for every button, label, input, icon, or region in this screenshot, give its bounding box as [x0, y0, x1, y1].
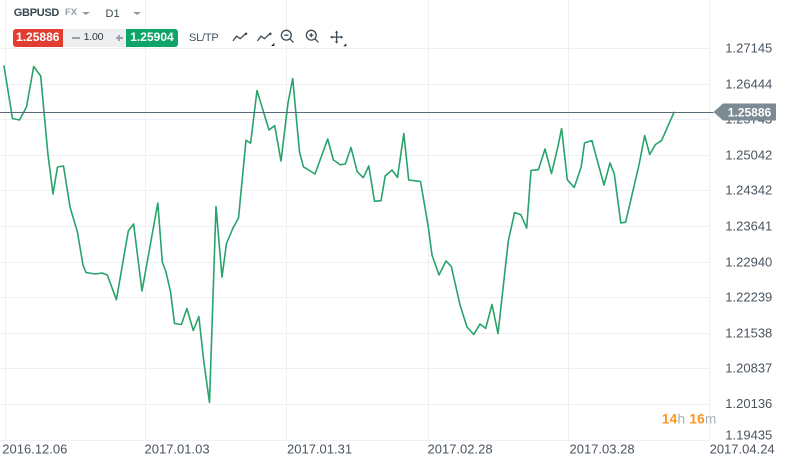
- svg-text:2017.01.31: 2017.01.31: [287, 442, 352, 457]
- svg-text:2017.04.24: 2017.04.24: [710, 442, 775, 457]
- svg-text:1.21538: 1.21538: [725, 326, 772, 341]
- svg-text:1.20837: 1.20837: [725, 361, 772, 376]
- svg-text:2016.12.06: 2016.12.06: [2, 442, 67, 457]
- svg-text:1.23641: 1.23641: [725, 219, 772, 234]
- svg-text:1.27145: 1.27145: [725, 41, 772, 56]
- svg-text:1.25886: 1.25886: [728, 106, 772, 120]
- svg-text:1.25042: 1.25042: [725, 148, 772, 163]
- svg-text:2017.03.28: 2017.03.28: [570, 442, 635, 457]
- svg-text:1.26444: 1.26444: [725, 77, 772, 92]
- svg-text:1.20136: 1.20136: [725, 396, 772, 411]
- svg-text:1.22239: 1.22239: [725, 290, 772, 305]
- svg-text:1.19435: 1.19435: [725, 428, 772, 443]
- svg-text:2017.02.28: 2017.02.28: [428, 442, 493, 457]
- svg-text:14h 16m: 14h 16m: [662, 412, 717, 427]
- svg-text:2017.01.03: 2017.01.03: [145, 442, 210, 457]
- svg-text:1.22940: 1.22940: [725, 255, 772, 270]
- svg-text:1.24342: 1.24342: [725, 183, 772, 198]
